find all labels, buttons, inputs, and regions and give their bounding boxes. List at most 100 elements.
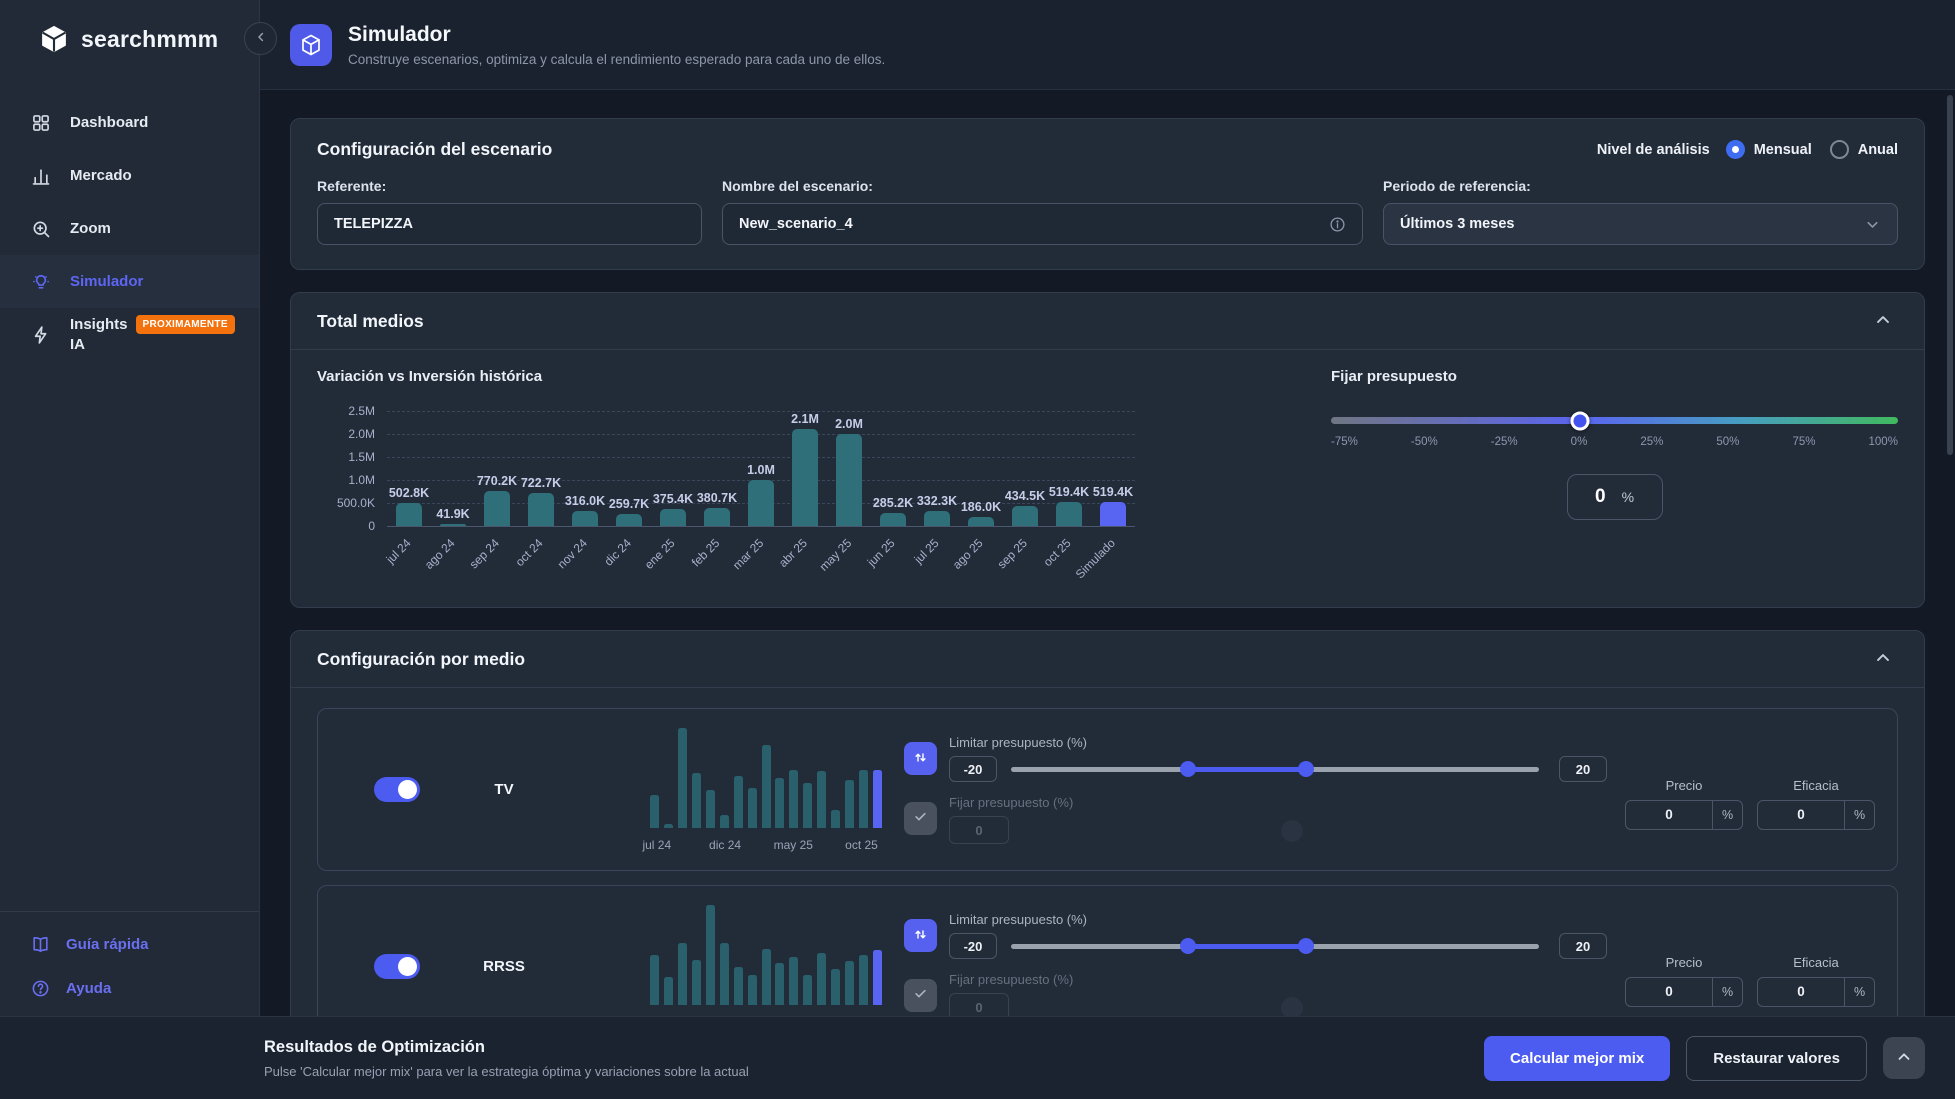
range-handle-high[interactable] — [1297, 761, 1314, 777]
bar-column: 770.2K sep 24 — [467, 411, 519, 571]
mini-bar — [845, 779, 855, 828]
mini-bar — [789, 956, 799, 1005]
brand-logo[interactable]: searchmmm — [0, 0, 259, 54]
mini-bar — [845, 960, 855, 1005]
bar-value-label: 1.0M — [747, 463, 775, 477]
sidebar-collapse-button[interactable] — [244, 22, 277, 55]
y-axis-tick: 500.0K — [336, 496, 375, 510]
page-subtitle: Construye escenarios, optimiza y calcula… — [348, 51, 886, 67]
x-axis-tick: ago 25 — [950, 536, 986, 572]
mini-bar — [873, 769, 882, 828]
limit-max-input[interactable]: 20 — [1559, 756, 1607, 782]
mini-bar — [650, 794, 659, 828]
analysis-radio-anual[interactable]: Anual — [1829, 140, 1898, 159]
x-axis-tick: Simulado — [1072, 536, 1118, 582]
limit-min-input[interactable]: -20 — [949, 933, 997, 959]
mini-x-tick: may 25 — [773, 837, 813, 852]
range-handle-high[interactable] — [1297, 938, 1314, 954]
sidebar-item-insights-ia[interactable]: Insights PROXIMAMENTE IA — [0, 308, 259, 361]
mini-bar — [691, 959, 701, 1005]
x-axis-tick: may 25 — [816, 536, 854, 574]
chevron-up-icon — [1873, 648, 1893, 671]
scenario-name-input[interactable]: New_scenario_4 — [722, 203, 1363, 245]
fix-budget-checkbox[interactable] — [904, 979, 937, 1012]
limit-min-input[interactable]: -20 — [949, 756, 997, 782]
bar — [572, 511, 598, 526]
period-label: Periodo de referencia: — [1383, 178, 1531, 194]
percent-suffix: % — [1844, 977, 1874, 1006]
bar-column: 259.7K dic 24 — [601, 411, 651, 569]
referente-input[interactable]: TELEPIZZA — [317, 203, 702, 245]
mini-bar — [719, 942, 729, 1005]
sidebar-footer-label: Guía rápida — [66, 935, 149, 953]
calculate-best-mix-button[interactable]: Calcular mejor mix — [1484, 1035, 1671, 1081]
bar-column: 722.7K oct 24 — [513, 411, 563, 569]
limit-max-input[interactable]: 20 — [1559, 933, 1607, 959]
bar — [396, 503, 422, 526]
mini-bar — [761, 948, 771, 1005]
y-axis-tick: 1.0M — [348, 473, 375, 487]
limit-budget-label: Limitar presupuesto (%) — [949, 735, 1087, 750]
price-value: 0 — [1665, 984, 1673, 999]
info-icon[interactable] — [1329, 216, 1346, 233]
gridline — [387, 526, 1135, 527]
analysis-radio-mensual[interactable]: Mensual — [1725, 140, 1812, 159]
collapse-media-config-button[interactable] — [1868, 644, 1898, 674]
price-input[interactable]: 0 % — [1625, 976, 1743, 1007]
fix-budget-checkbox[interactable] — [904, 802, 937, 835]
sidebar-item-mercado[interactable]: Mercado — [0, 149, 259, 202]
sidebar-footer-guia-rapida[interactable]: Guía rápida — [0, 922, 259, 966]
scrollbar[interactable] — [1947, 95, 1953, 455]
sidebar-item-simulador[interactable]: Simulador — [0, 255, 259, 308]
percent-suffix: % — [1844, 800, 1874, 829]
tv-toggle[interactable] — [374, 777, 420, 802]
x-axis-tick: nov 24 — [554, 536, 590, 572]
x-axis-tick: mar 25 — [729, 536, 766, 573]
budget-gradient-slider[interactable] — [1331, 411, 1898, 430]
bar-column: 519.4K Simulado — [1073, 411, 1135, 581]
sidebar-item-dashboard[interactable]: Dashboard — [0, 96, 259, 149]
grid-icon — [30, 112, 52, 134]
range-handle-low[interactable] — [1179, 938, 1196, 954]
bar-column: 186.0K ago 25 — [950, 411, 1003, 572]
sidebar-item-zoom[interactable]: Zoom — [0, 202, 259, 255]
period-value: Últimos 3 meses — [1400, 216, 1515, 232]
percent-suffix: % — [1712, 977, 1742, 1006]
price-input[interactable]: 0 % — [1625, 799, 1743, 830]
fix-budget-label: Fijar presupuesto (%) — [949, 795, 1074, 810]
mini-bar — [747, 787, 757, 828]
bar — [616, 514, 642, 526]
efficacy-label: Eficacia — [1793, 954, 1839, 970]
gridline — [387, 434, 1135, 435]
chart-icon — [30, 165, 52, 187]
chevron-down-icon — [1864, 216, 1881, 233]
period-select[interactable]: Últimos 3 meses — [1383, 203, 1898, 245]
bar — [704, 508, 730, 526]
budget-tick: 25% — [1640, 436, 1664, 448]
budget-value: 0 — [1594, 486, 1606, 507]
budget-slider-handle[interactable] — [1570, 411, 1590, 430]
swap-arrows-button[interactable] — [904, 919, 937, 952]
sidebar-item-label: Dashboard — [70, 114, 149, 131]
collapse-bar-button[interactable] — [1883, 1037, 1925, 1079]
budget-tick: 100% — [1868, 436, 1898, 448]
page-title: Simulador — [348, 22, 451, 46]
efficacy-input[interactable]: 0 % — [1757, 799, 1875, 830]
budget-value-input[interactable]: 0 % — [1566, 474, 1663, 520]
range-handle-low[interactable] — [1179, 761, 1196, 777]
bar — [440, 524, 466, 526]
mini-bar — [831, 809, 841, 828]
gridline — [387, 411, 1135, 412]
x-axis-tick: jul 24 — [383, 536, 414, 567]
collapse-total-media-button[interactable] — [1868, 306, 1898, 336]
limit-range-slider[interactable] — [1011, 938, 1539, 954]
rrss-toggle[interactable] — [374, 954, 420, 979]
limit-range-slider[interactable] — [1011, 761, 1539, 777]
restore-values-button[interactable]: Restaurar valores — [1686, 1035, 1867, 1081]
swap-arrows-button[interactable] — [904, 742, 937, 775]
sidebar-footer-ayuda[interactable]: Ayuda — [0, 966, 259, 1010]
bar-column: 2.0M may 25 — [816, 411, 871, 574]
efficacy-input[interactable]: 0 % — [1757, 976, 1875, 1007]
mini-bar — [719, 814, 729, 828]
fix-budget-input[interactable]: 0 — [949, 816, 1009, 844]
